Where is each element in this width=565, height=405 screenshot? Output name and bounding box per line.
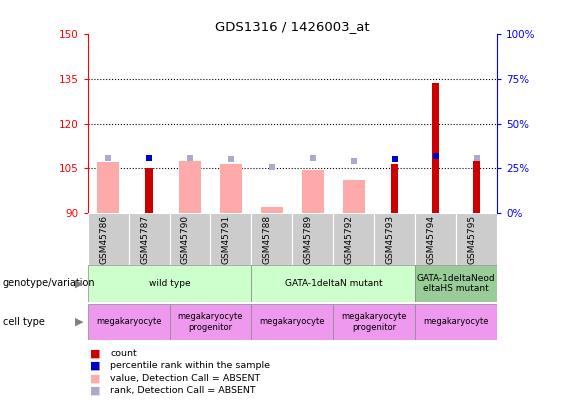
Bar bbox=[97, 162, 119, 213]
Text: GATA-1deltaNeod
eltaHS mutant: GATA-1deltaNeod eltaHS mutant bbox=[417, 274, 496, 293]
Bar bbox=[129, 213, 170, 265]
Bar bbox=[211, 213, 251, 265]
Text: wild type: wild type bbox=[149, 279, 190, 288]
Text: rank, Detection Call = ABSENT: rank, Detection Call = ABSENT bbox=[110, 386, 256, 395]
Text: ■: ■ bbox=[90, 361, 101, 371]
Text: count: count bbox=[110, 349, 137, 358]
Text: ▶: ▶ bbox=[75, 317, 84, 327]
Bar bbox=[415, 213, 457, 265]
Bar bbox=[333, 213, 374, 265]
Text: ■: ■ bbox=[90, 373, 101, 383]
Text: megakaryocyte: megakaryocyte bbox=[260, 318, 325, 326]
Text: GSM45795: GSM45795 bbox=[468, 215, 477, 264]
Bar bbox=[457, 213, 497, 265]
Bar bbox=[88, 265, 251, 302]
Bar bbox=[170, 304, 251, 340]
Bar bbox=[333, 304, 415, 340]
Text: GSM45794: GSM45794 bbox=[427, 215, 436, 264]
Text: value, Detection Call = ABSENT: value, Detection Call = ABSENT bbox=[110, 374, 260, 383]
Text: GSM45787: GSM45787 bbox=[140, 215, 149, 264]
Bar bbox=[88, 213, 129, 265]
Text: ■: ■ bbox=[90, 386, 101, 396]
Text: megakaryocyte: megakaryocyte bbox=[96, 318, 161, 326]
Text: GSM45789: GSM45789 bbox=[304, 215, 313, 264]
Bar bbox=[415, 304, 497, 340]
Title: GDS1316 / 1426003_at: GDS1316 / 1426003_at bbox=[215, 20, 370, 33]
Text: megakaryocyte
progenitor: megakaryocyte progenitor bbox=[178, 312, 243, 332]
Text: GSM45791: GSM45791 bbox=[222, 215, 231, 264]
Text: genotype/variation: genotype/variation bbox=[3, 279, 95, 288]
Bar bbox=[251, 213, 293, 265]
Text: cell type: cell type bbox=[3, 317, 45, 327]
Bar bbox=[145, 168, 153, 213]
Text: megakaryocyte: megakaryocyte bbox=[424, 318, 489, 326]
Bar bbox=[432, 83, 440, 213]
Bar bbox=[415, 265, 497, 302]
Bar bbox=[220, 164, 242, 213]
Bar bbox=[260, 207, 283, 213]
Bar bbox=[374, 213, 415, 265]
Text: percentile rank within the sample: percentile rank within the sample bbox=[110, 361, 270, 370]
Text: GSM45792: GSM45792 bbox=[345, 215, 354, 264]
Bar bbox=[391, 164, 398, 213]
Text: GSM45790: GSM45790 bbox=[181, 215, 190, 264]
Text: megakaryocyte
progenitor: megakaryocyte progenitor bbox=[342, 312, 407, 332]
Text: GSM45793: GSM45793 bbox=[386, 215, 395, 264]
Bar bbox=[473, 161, 480, 213]
Bar bbox=[302, 170, 324, 213]
Bar bbox=[251, 304, 333, 340]
Text: GSM45788: GSM45788 bbox=[263, 215, 272, 264]
Text: ■: ■ bbox=[90, 348, 101, 358]
Bar bbox=[170, 213, 210, 265]
Bar bbox=[88, 304, 170, 340]
Bar bbox=[342, 180, 365, 213]
Bar bbox=[179, 161, 201, 213]
Text: GSM45786: GSM45786 bbox=[99, 215, 108, 264]
Text: ▶: ▶ bbox=[75, 279, 84, 288]
Bar bbox=[293, 213, 333, 265]
Bar bbox=[251, 265, 415, 302]
Text: GATA-1deltaN mutant: GATA-1deltaN mutant bbox=[285, 279, 382, 288]
